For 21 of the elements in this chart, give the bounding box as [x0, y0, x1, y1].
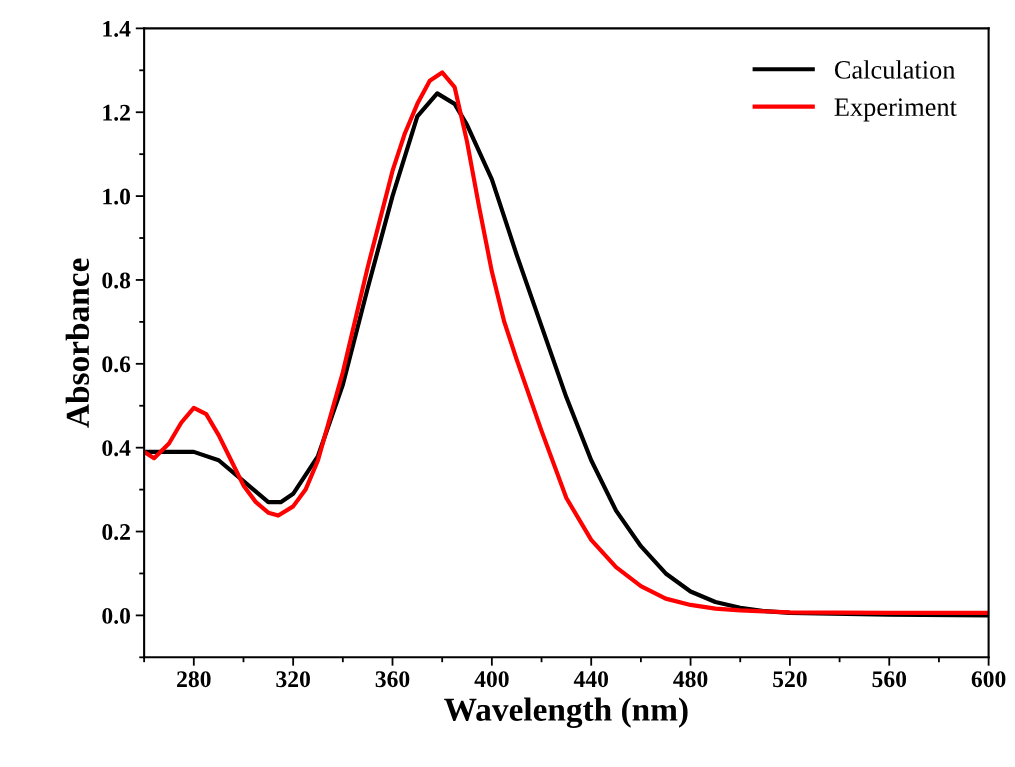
x-tick-label: 480 — [673, 671, 708, 688]
y-tick-label: 0.6 — [102, 356, 131, 373]
y-tick-label: 1.2 — [103, 104, 130, 121]
x-tick-label: 320 — [276, 671, 310, 688]
legend-label: Experiment — [834, 98, 957, 122]
x-axis-title: Wavelength (nm) — [444, 697, 688, 728]
y-tick-label: 0.8 — [102, 272, 131, 289]
legend-label: Calculation — [834, 60, 956, 79]
x-tick-label: 560 — [872, 671, 907, 688]
x-tick-label: 520 — [773, 671, 807, 688]
x-tick-label: 400 — [474, 671, 509, 688]
x-tick-label: 440 — [573, 671, 609, 688]
y-tick-label: 0.0 — [102, 607, 131, 624]
x-tick-label: 360 — [375, 671, 410, 688]
x-tick-label: 600 — [971, 671, 1006, 688]
y-tick-label: 1.0 — [103, 188, 131, 205]
y-axis-title: Absorbance — [65, 258, 90, 428]
y-tick-label: 0.4 — [102, 440, 131, 457]
y-tick-label: 0.2 — [102, 524, 130, 541]
y-tick-label: 1.4 — [103, 20, 131, 37]
x-tick-label: 280 — [177, 671, 211, 688]
